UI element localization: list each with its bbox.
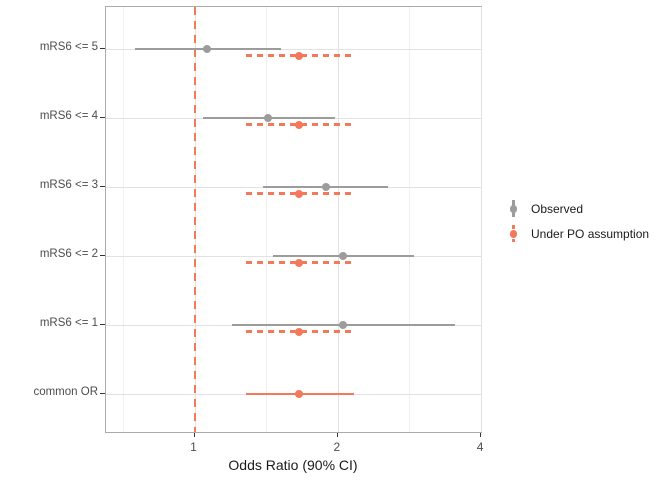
x-tick-label: 2 [333,440,341,454]
y-tick-label: common OR [33,386,98,398]
y-tick-label: mRS6 <= 4 [39,110,98,122]
y-tick-label: mRS6 <= 2 [39,248,98,260]
point-observed [202,45,211,53]
point-observed [338,321,347,329]
y-tick-mark [100,117,105,118]
point-observed [264,114,273,122]
gridline-minor [409,7,411,432]
y-tick-mark [100,324,105,325]
y-tick-mark [100,393,105,394]
x-tick-label: 1 [190,440,197,454]
x-tick-label: 4 [476,440,484,454]
x-tick-mark [193,433,195,437]
reference-line-or1 [193,7,196,432]
y-tick-mark [100,255,105,256]
plot-panel [105,6,483,433]
x-tick-mark [480,433,482,437]
gridline-minor [122,7,124,432]
x-tick-mark [336,433,338,437]
point-observed [338,252,347,260]
legend-label-observed: Observed [531,201,584,216]
point-po [295,390,304,398]
point-po [295,258,304,267]
gridline-major [481,7,483,432]
x-axis-title: Odds Ratio (90% CI) [228,457,358,473]
legend: Observed Under PO assumption [503,196,649,246]
gridline-minor [266,7,268,432]
legend-entry-po: Under PO assumption [503,221,649,246]
point-po [295,51,304,60]
legend-label-po: Under PO assumption [531,226,650,241]
point-po [295,327,304,336]
gridline-row [106,49,481,50]
gridline-major [337,7,339,432]
y-tick-label: mRS6 <= 1 [39,317,98,329]
point-po [295,120,304,129]
po-pointrange-key-icon [503,224,523,244]
y-tick-label: mRS6 <= 5 [39,41,98,53]
y-tick-mark [100,186,105,187]
y-tick-label: mRS6 <= 3 [39,179,98,191]
point-po [295,189,304,198]
y-tick-mark [100,48,105,49]
legend-entry-observed: Observed [503,196,649,221]
point-observed [322,183,331,191]
observed-pointrange-key-icon [503,199,523,219]
